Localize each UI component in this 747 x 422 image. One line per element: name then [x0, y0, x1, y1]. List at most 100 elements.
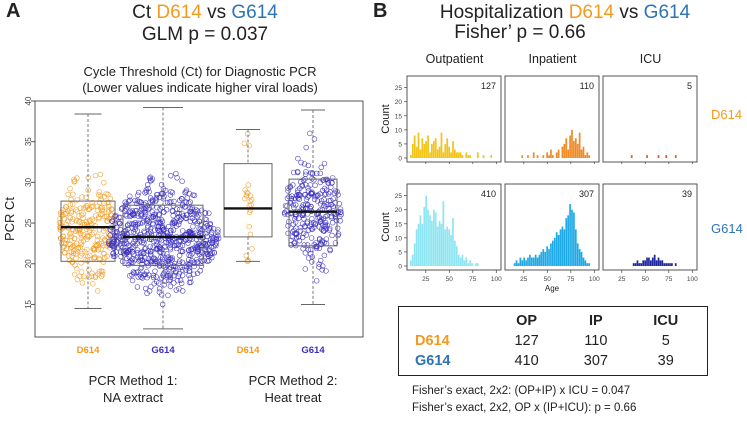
table-header-cell: IP: [589, 313, 603, 329]
data-point: [113, 233, 120, 239]
data-point: [151, 280, 157, 287]
data-point: [208, 231, 215, 237]
data-point: [201, 257, 207, 264]
data-point: [183, 188, 189, 195]
data-point: [199, 258, 205, 264]
data-point: [128, 258, 134, 264]
data-point: [69, 259, 76, 266]
hist-bar: [459, 257, 462, 266]
data-point: [179, 211, 185, 217]
data-point: [147, 174, 154, 180]
hist-bar: [588, 155, 591, 158]
panel-count-label: 110: [580, 81, 594, 91]
hist-bar: [467, 155, 470, 158]
data-point: [57, 215, 63, 222]
data-point: [337, 209, 344, 216]
hist-bar: [429, 152, 431, 158]
data-point: [180, 288, 186, 294]
hist-y-tick-label: 10: [395, 127, 403, 134]
data-point: [204, 233, 210, 240]
data-point: [85, 187, 91, 193]
data-point: [301, 242, 308, 248]
data-point: [96, 189, 102, 195]
data-point: [94, 242, 100, 249]
data-point: [77, 244, 84, 251]
hist-bar: [565, 138, 568, 158]
method2-line1: PCR Method 2:: [248, 373, 338, 388]
data-point: [127, 273, 133, 279]
col-title-inpatient: Inpatient: [528, 52, 577, 66]
table-cell: 410: [514, 353, 539, 369]
data-point: [153, 274, 159, 280]
histogram-panel: 410: [406, 183, 502, 271]
hist-bar: [527, 155, 529, 158]
data-point: [142, 245, 149, 251]
data-point: [309, 225, 315, 232]
data-point: [83, 219, 90, 225]
data-point: [173, 287, 179, 293]
title-pre: Ct: [132, 2, 157, 23]
panel-count-label: 39: [682, 189, 692, 199]
data-point: [133, 269, 140, 276]
data-point: [138, 213, 144, 219]
data-point: [144, 269, 150, 275]
hist-bar: [521, 155, 524, 158]
hist-bar: [442, 152, 445, 158]
data-point: [248, 202, 254, 208]
hist-bar: [632, 263, 635, 266]
panel-frame: [602, 75, 698, 163]
data-point: [242, 187, 248, 193]
data-point: [203, 230, 209, 237]
data-point: [65, 208, 71, 214]
data-point: [300, 202, 306, 208]
hist-bar: [461, 155, 464, 158]
data-point: [316, 224, 323, 230]
hist-bar: [555, 232, 558, 266]
data-point: [85, 206, 92, 213]
data-point: [152, 268, 158, 274]
data-point: [70, 243, 76, 249]
data-point: [112, 253, 118, 259]
data-point: [318, 257, 324, 264]
hist-bar: [423, 143, 426, 158]
hist-bar: [419, 149, 422, 158]
data-point: [207, 220, 214, 227]
method2-label: PCR Method 2: Heat treat: [218, 372, 368, 406]
data-point: [305, 227, 312, 233]
data-point: [98, 268, 105, 274]
data-point: [71, 179, 77, 185]
data-point: [295, 169, 301, 176]
hist-bar: [569, 204, 571, 266]
data-point: [124, 241, 130, 247]
hist-bar: [454, 149, 456, 158]
histogram-grid: 127 0 5 10 15 20 25 Count 110 5 410 0 5 10 15 20 25 Count…: [380, 75, 698, 293]
data-point: [285, 188, 291, 194]
hist-bar: [557, 235, 560, 266]
data-point: [195, 208, 201, 214]
data-point: [298, 159, 304, 166]
data-point: [201, 224, 208, 230]
hist-bar: [552, 240, 554, 266]
hist-y-tick-label: 25: [395, 193, 403, 200]
hist-bar: [646, 257, 648, 266]
data-point: [328, 197, 334, 204]
data-point: [77, 205, 84, 211]
data-point: [94, 288, 101, 294]
data-point: [84, 203, 91, 209]
x-category-label: G614: [301, 345, 325, 356]
data-point: [160, 251, 167, 257]
hist-bar: [578, 249, 581, 266]
data-point: [316, 236, 323, 242]
data-point: [319, 267, 325, 273]
table-cell: 127: [514, 333, 539, 349]
data-point: [299, 234, 306, 241]
data-point: [97, 193, 104, 199]
data-point: [213, 236, 219, 242]
hist-bar: [482, 155, 485, 158]
data-point: [194, 220, 201, 226]
hist-bar: [574, 138, 577, 158]
data-point: [304, 194, 311, 200]
data-point: [187, 218, 194, 225]
data-point: [191, 192, 198, 199]
data-point: [303, 201, 309, 207]
